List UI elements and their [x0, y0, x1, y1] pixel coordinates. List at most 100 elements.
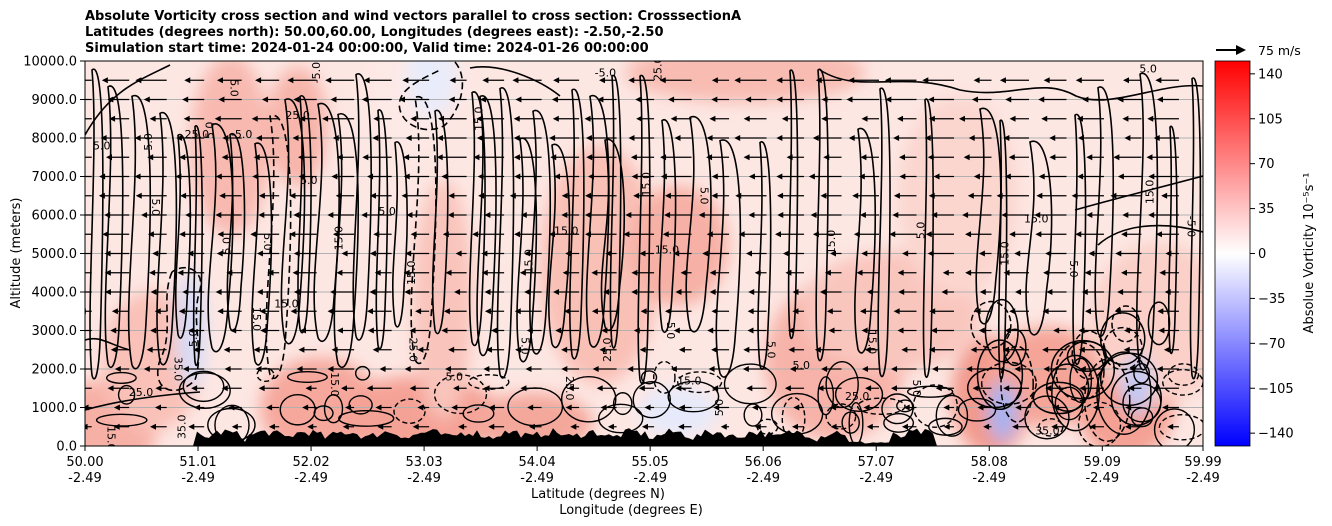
- wind-vector: [289, 192, 317, 199]
- wind-vector-head: [859, 212, 866, 218]
- wind-vector: [307, 423, 317, 430]
- wind-vector: [1157, 308, 1179, 315]
- wind-vector: [972, 385, 992, 392]
- wind-vector: [1042, 308, 1067, 315]
- wind-vector-head: [188, 327, 195, 334]
- wind-vector-head: [821, 366, 828, 372]
- wind-vector-head: [1038, 96, 1045, 103]
- wind-vector: [182, 96, 205, 103]
- wind-vector-head: [134, 135, 141, 141]
- wind-vector-head: [193, 346, 200, 353]
- wind-vector-head: [1082, 96, 1089, 103]
- contour-line: [1037, 418, 1064, 437]
- wind-vector: [746, 250, 767, 257]
- wind-vector: [85, 233, 92, 235]
- wind-vector-head: [702, 250, 709, 257]
- wind-vector-head: [935, 385, 942, 392]
- wind-vector-head: [332, 135, 339, 141]
- wind-vector-head: [135, 77, 142, 84]
- wind-vector: [901, 423, 917, 430]
- wind-vector: [222, 135, 242, 141]
- wind-vector: [928, 96, 954, 103]
- wind-vector: [866, 289, 880, 295]
- wind-vector-head: [1148, 173, 1155, 180]
- wind-vector-head: [1008, 154, 1015, 161]
- wind-vector-head: [182, 366, 189, 372]
- contour-line: [174, 133, 191, 339]
- contour-line: [757, 141, 772, 371]
- contour-line: [685, 115, 712, 333]
- wind-vector-head: [821, 96, 828, 103]
- wind-vector-head: [901, 423, 908, 430]
- wind-vector-head: [751, 404, 758, 411]
- wind-vector-head: [473, 154, 480, 161]
- wind-vector-head: [708, 366, 715, 372]
- wind-vector-head: [1161, 192, 1168, 199]
- wind-vector: [599, 77, 617, 84]
- wind-vector: [786, 154, 805, 161]
- x-tick-label-longitude: -2.49: [181, 471, 215, 486]
- contour-line: [431, 109, 449, 335]
- wind-vector: [555, 327, 580, 334]
- contour-label: 35.0: [172, 357, 185, 382]
- wind-vector-head: [484, 212, 491, 218]
- contour-line: [1072, 113, 1087, 366]
- wind-vector: [860, 154, 880, 161]
- wind-vector-head: [150, 327, 157, 334]
- wind-vector-head: [335, 192, 342, 199]
- wind-vector: [482, 77, 505, 84]
- wind-vector: [777, 192, 805, 199]
- wind-vector-head: [709, 115, 716, 122]
- wind-vector-head: [480, 96, 487, 103]
- wind-vector: [341, 250, 355, 257]
- wind-vector-head: [709, 269, 716, 276]
- wind-vector: [267, 269, 280, 276]
- wind-vector-head: [177, 269, 184, 276]
- contour-line: [677, 371, 723, 394]
- wind-vector-head: [965, 269, 972, 276]
- wind-vector-head: [1045, 250, 1052, 257]
- wind-vector-head: [221, 154, 228, 161]
- wind-vector-head: [931, 212, 938, 218]
- wind-vector-head: [514, 173, 521, 180]
- wind-vector: [175, 173, 205, 180]
- wind-vector-head: [1162, 404, 1169, 411]
- wind-vector: [599, 346, 617, 353]
- contour-label: 5.0: [142, 133, 155, 151]
- wind-vector: [513, 154, 542, 161]
- wind-vector-head: [641, 423, 648, 430]
- wind-vector: [943, 423, 954, 430]
- wind-vector-head: [486, 346, 493, 353]
- wind-vector-head: [564, 308, 571, 315]
- wind-vector: [748, 289, 767, 295]
- wind-vector-head: [520, 212, 527, 218]
- wind-vector-head: [1147, 115, 1154, 122]
- wind-vector-head: [417, 346, 424, 353]
- wind-vector: [1079, 366, 1104, 372]
- wind-vector-head: [472, 231, 479, 238]
- wind-vector: [443, 308, 467, 315]
- wind-vector-head: [524, 250, 531, 257]
- wind-vector-head: [336, 154, 343, 161]
- wind-vector-head: [373, 231, 380, 238]
- wind-vector: [402, 77, 430, 84]
- wind-vector-head: [859, 308, 866, 315]
- wind-vector-head: [627, 366, 634, 372]
- wind-vector: [85, 252, 92, 255]
- wind-vector: [865, 385, 880, 392]
- wind-vector-head: [342, 423, 349, 430]
- contour-line: [207, 123, 234, 353]
- contour-label: 15.0: [655, 244, 680, 257]
- contour-label: -5.0: [231, 128, 252, 141]
- contour-line: [667, 380, 720, 413]
- wind-vector-head: [861, 366, 868, 372]
- wind-vector: [978, 250, 992, 257]
- wind-vector-head: [106, 154, 113, 161]
- wind-vector-head: [1012, 423, 1019, 430]
- wind-vector-head: [219, 192, 226, 199]
- wind-vector: [639, 250, 655, 257]
- contour-line: [1111, 305, 1141, 343]
- wind-vector: [147, 231, 167, 238]
- wind-vector: [85, 387, 92, 389]
- wind-vector-head: [819, 289, 826, 295]
